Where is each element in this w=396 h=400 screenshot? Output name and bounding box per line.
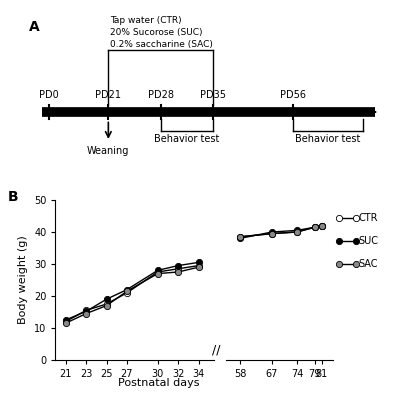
Text: PD35: PD35 [200, 90, 226, 100]
Text: B: B [8, 190, 19, 204]
Text: Postnatal days: Postnatal days [118, 378, 199, 388]
Text: Weaning: Weaning [87, 146, 129, 156]
Text: Behavior test: Behavior test [295, 134, 361, 144]
Text: CTR: CTR [358, 213, 378, 223]
Text: //: // [211, 344, 220, 357]
Text: Tap water (CTR)
20% Sucorose (SUC)
0.2% saccharine (SAC): Tap water (CTR) 20% Sucorose (SUC) 0.2% … [110, 16, 213, 49]
Text: PD21: PD21 [95, 90, 121, 100]
Y-axis label: Body weight (g): Body weight (g) [19, 236, 29, 324]
Text: SUC: SUC [358, 236, 379, 246]
Text: PD28: PD28 [148, 90, 173, 100]
Text: PD0: PD0 [39, 90, 59, 100]
Text: A: A [29, 20, 40, 34]
Text: SAC: SAC [358, 259, 378, 270]
Text: PD56: PD56 [280, 90, 306, 100]
Text: Behavior test: Behavior test [154, 134, 219, 144]
